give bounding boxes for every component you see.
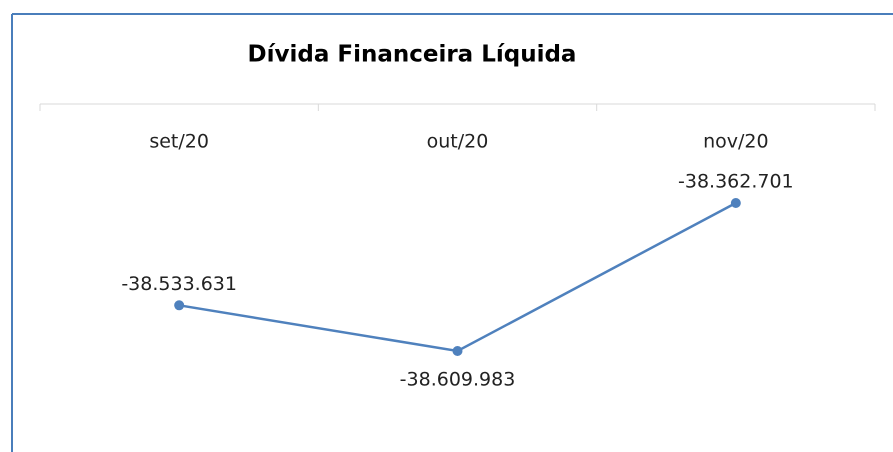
x-tick-label: out/20 (427, 131, 489, 153)
data-label: -38.609.983 (400, 369, 516, 391)
data-label: -38.362.701 (678, 171, 794, 193)
data-label: -38.533.631 (121, 273, 237, 295)
data-point (174, 300, 185, 311)
series-line (178, 201, 737, 353)
data-point (452, 346, 463, 356)
data-point (730, 198, 741, 208)
chart-title: Dívida Financeira Líquida (248, 42, 577, 68)
x-tick-label: set/20 (149, 131, 209, 153)
x-tick-label: nov/20 (703, 131, 769, 153)
